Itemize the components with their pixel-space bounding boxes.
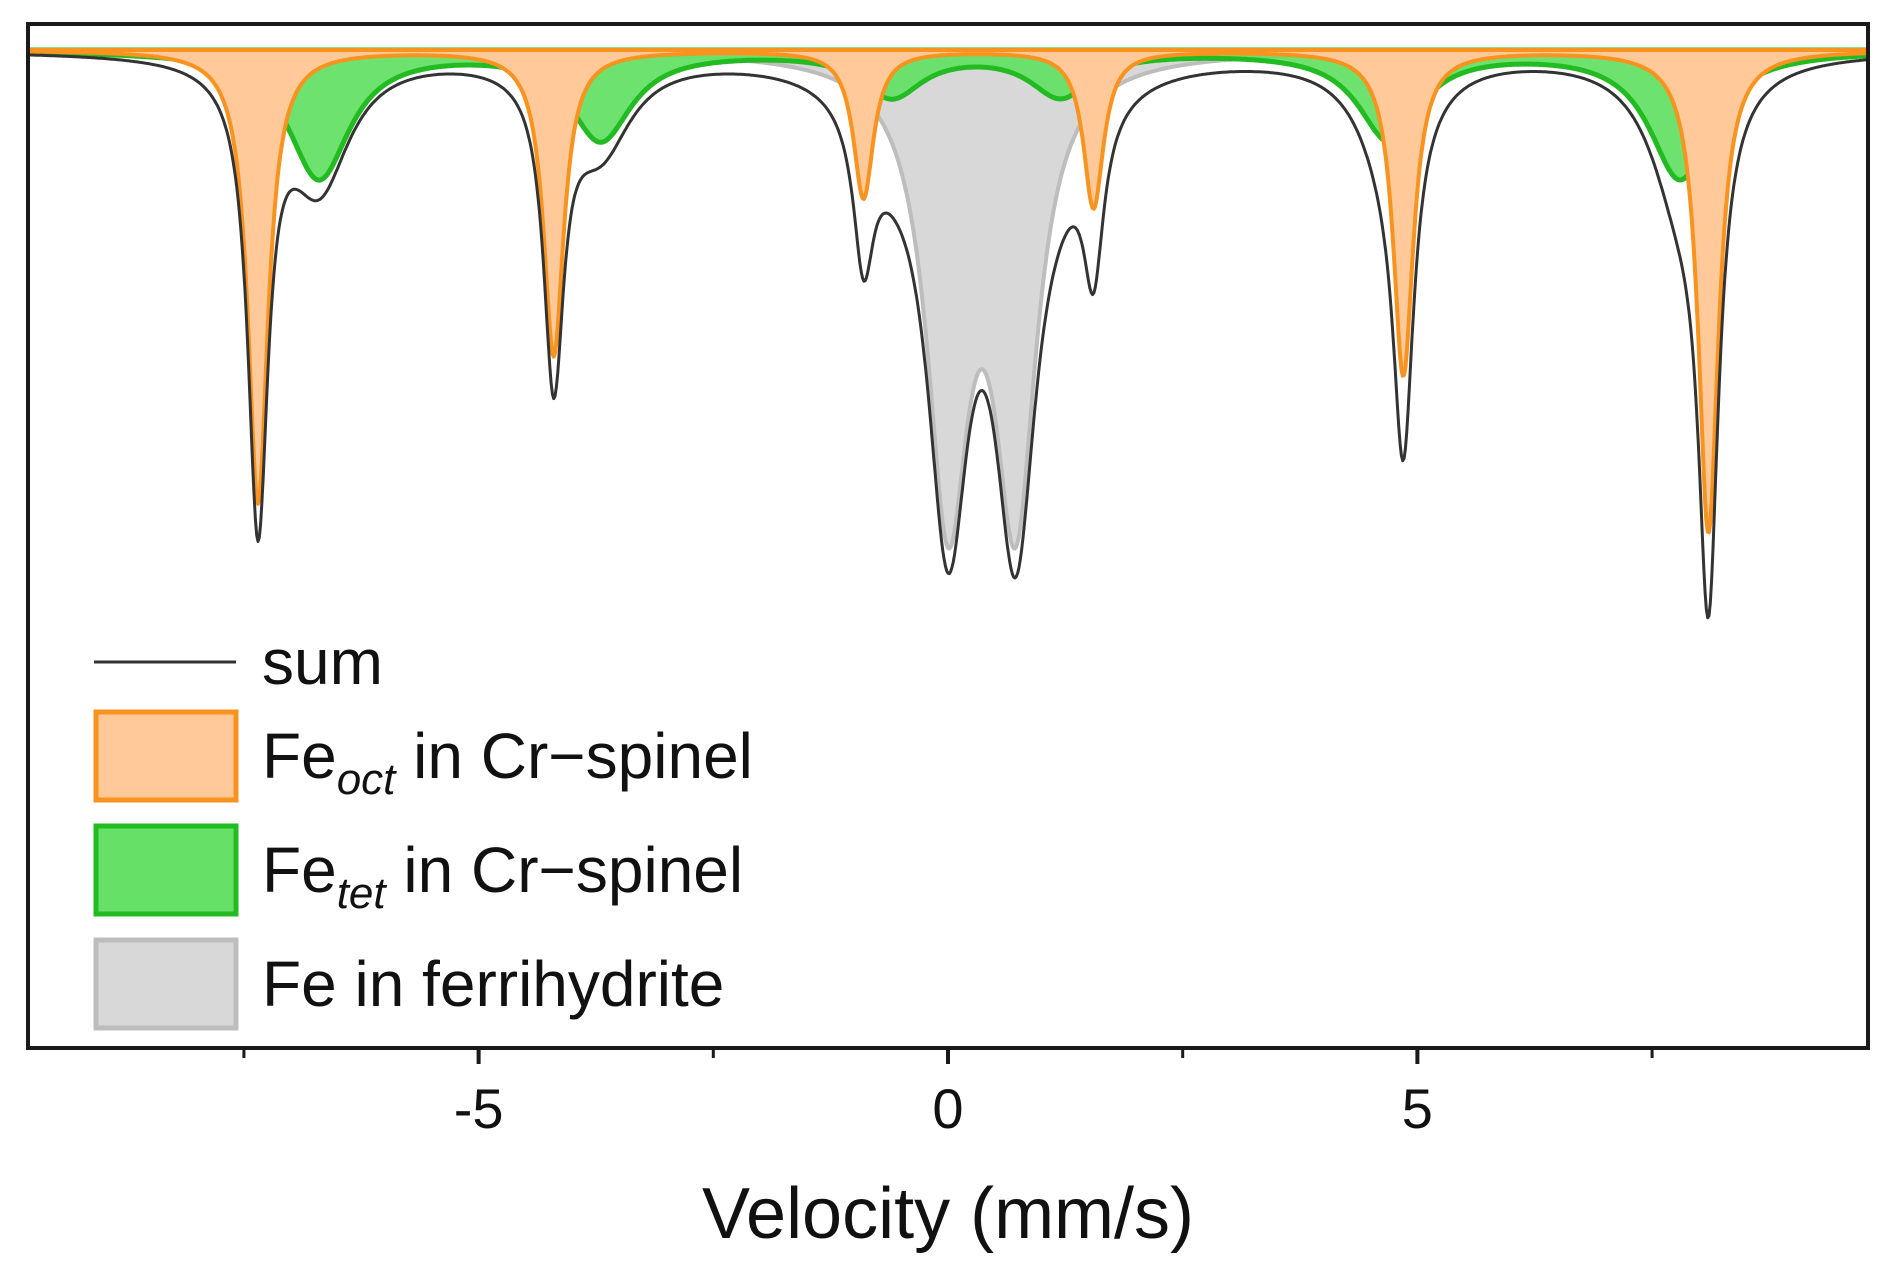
legend-oct-swatch [93, 709, 239, 803]
x-axis-title: Velocity (mm/s) [702, 1174, 1194, 1254]
legend-ferri-label: Fe in ferrihydrite [262, 948, 724, 1020]
legend: sum Feoct in Cr−spinel Fetet in Cr−spine… [93, 626, 753, 1031]
legend-tet-label: Fetet in Cr−spinel [262, 834, 743, 918]
legend-tet-swatch [93, 823, 239, 917]
x-tick-label: 0 [932, 1077, 963, 1140]
legend-ferri-swatch [93, 937, 239, 1031]
x-axis: -5 0 5 [242, 1048, 1654, 1140]
legend-oct-label: Feoct in Cr−spinel [262, 720, 753, 804]
x-tick-label: 5 [1402, 1077, 1433, 1140]
sum-line [28, 53, 1868, 620]
plot-area [28, 47, 1868, 620]
fe-oct-fill [28, 48, 1868, 535]
x-tick-label: -5 [454, 1077, 504, 1140]
legend-sum-label: sum [262, 626, 383, 698]
